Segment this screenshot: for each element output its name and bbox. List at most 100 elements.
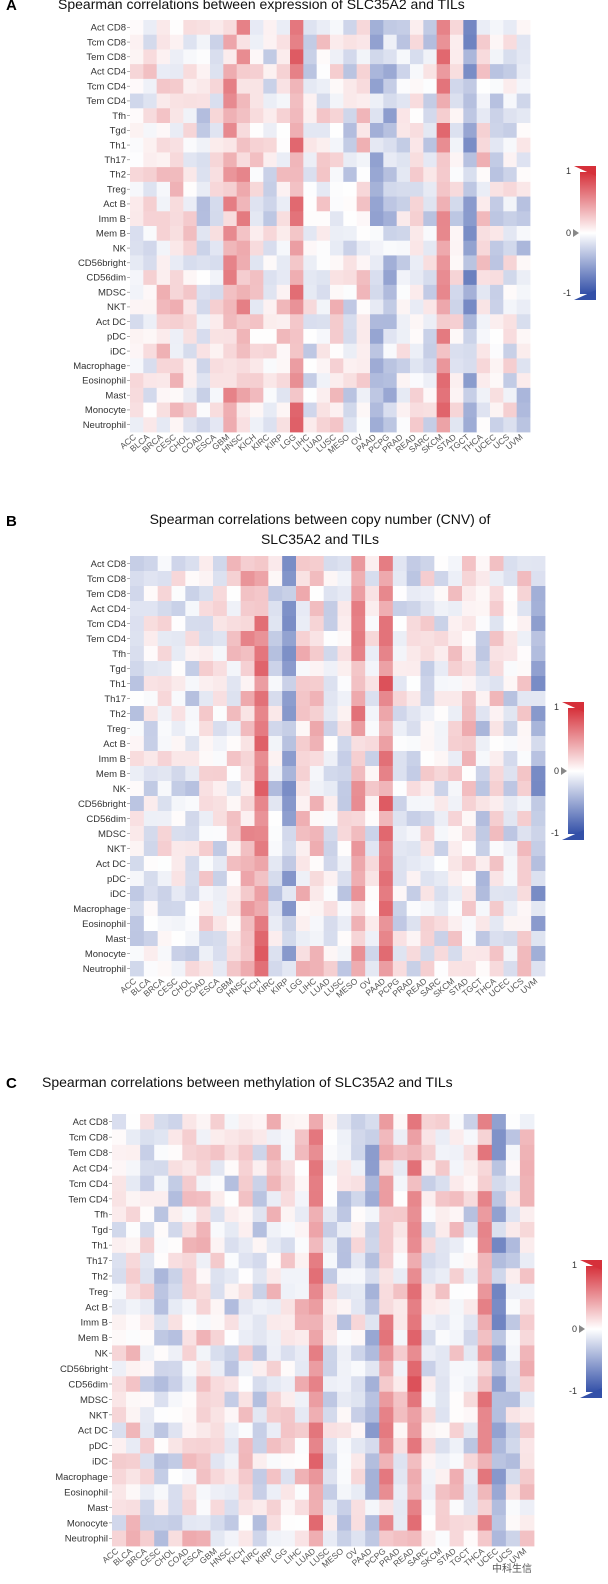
heatmap-cell xyxy=(379,796,394,812)
heatmap-cell xyxy=(309,691,325,707)
heatmap-cell xyxy=(450,387,464,403)
heatmap-cell xyxy=(143,961,159,977)
heatmap-cell xyxy=(434,796,449,812)
heatmap-cell xyxy=(252,1314,268,1331)
heatmap-cell xyxy=(463,1499,479,1516)
heatmap-cell xyxy=(420,661,435,677)
heatmap-cell xyxy=(462,961,477,977)
heatmap-cell xyxy=(435,1515,450,1531)
heatmap-cell xyxy=(330,387,344,403)
heatmap-cell xyxy=(477,1222,493,1238)
heatmap-cell xyxy=(448,946,463,962)
heatmap-cell xyxy=(351,931,366,947)
heatmap-cell xyxy=(448,556,463,572)
heatmap-cell xyxy=(383,49,398,65)
heatmap-cell xyxy=(213,796,228,812)
heatmap-cell xyxy=(517,856,532,872)
heatmap-cell xyxy=(210,329,224,345)
heatmap-cell xyxy=(171,601,186,617)
heatmap-cell xyxy=(140,1438,155,1454)
heatmap-cell xyxy=(449,1407,465,1423)
heatmap-cell xyxy=(303,34,318,50)
heatmap-cell xyxy=(290,402,304,418)
heatmap-cell xyxy=(183,93,198,109)
heatmap-cell xyxy=(516,152,531,168)
heatmap-cell xyxy=(316,49,331,65)
heatmap-cell xyxy=(503,137,518,153)
heatmap-cell xyxy=(365,601,380,617)
heatmap-cell xyxy=(476,64,491,80)
heatmap-cell xyxy=(477,1191,493,1207)
row-label: Th17 xyxy=(104,155,126,166)
heatmap-cell xyxy=(276,314,291,330)
heatmap-cell xyxy=(450,329,464,345)
heatmap-cell xyxy=(236,240,251,256)
heatmap-cell xyxy=(308,1191,324,1207)
heatmap-cell xyxy=(365,916,380,932)
heatmap-cell xyxy=(323,646,338,662)
heatmap-cell xyxy=(182,1391,197,1408)
heatmap-cell xyxy=(210,1314,225,1331)
heatmap-cell xyxy=(316,78,331,94)
heatmap-cell xyxy=(323,721,338,737)
heatmap-cell xyxy=(213,556,228,572)
colorbar-max-cap xyxy=(562,702,584,712)
heatmap-cell xyxy=(183,137,198,153)
row-label: MDSC xyxy=(98,288,126,299)
heatmap-cell xyxy=(406,961,421,977)
heatmap-cell xyxy=(268,661,283,677)
heatmap-cell xyxy=(182,1484,197,1501)
heatmap-cell xyxy=(238,1515,254,1531)
heatmap-cell xyxy=(379,661,394,677)
heatmap-cell xyxy=(183,108,198,124)
heatmap-cell xyxy=(365,1191,380,1207)
heatmap-cell xyxy=(290,417,304,433)
heatmap-cell xyxy=(254,961,269,977)
heatmap-cell xyxy=(463,226,478,242)
heatmap-cell xyxy=(126,1345,141,1362)
heatmap-cell xyxy=(531,781,546,797)
heatmap-cell xyxy=(170,226,184,242)
heatmap-cell xyxy=(393,1222,408,1238)
row-label: Tgd xyxy=(92,1225,108,1236)
heatmap-cell xyxy=(143,108,158,124)
heatmap-cell xyxy=(435,1299,450,1315)
heatmap-cell xyxy=(171,631,186,647)
heatmap-cell xyxy=(421,1422,436,1439)
heatmap-cell xyxy=(463,152,478,168)
heatmap-cell xyxy=(276,64,291,80)
heatmap-cell xyxy=(323,1468,338,1485)
heatmap-cell xyxy=(276,152,291,168)
heatmap-cell xyxy=(490,93,504,109)
heatmap-cell xyxy=(143,181,158,197)
heatmap-cell xyxy=(143,676,159,692)
heatmap-cell xyxy=(337,781,352,797)
heatmap-cell xyxy=(168,1345,183,1362)
row-label: pDC xyxy=(107,874,126,885)
heatmap-cell xyxy=(490,49,504,65)
heatmap-cell xyxy=(309,931,325,947)
heatmap-cell xyxy=(266,1515,282,1531)
heatmap-cell xyxy=(171,721,186,737)
heatmap-cell xyxy=(250,402,264,418)
heatmap-cell xyxy=(240,826,255,842)
heatmap-cell xyxy=(168,1160,183,1177)
heatmap-cell xyxy=(268,571,283,587)
heatmap-cell xyxy=(185,901,200,917)
heatmap-cell xyxy=(296,901,311,917)
heatmap-cell xyxy=(337,871,352,887)
heatmap-cell xyxy=(282,706,297,722)
heatmap-cell xyxy=(183,255,198,271)
heatmap-cell xyxy=(254,886,269,902)
heatmap-cell xyxy=(503,343,518,359)
heatmap-cell xyxy=(268,616,283,632)
heatmap-cell xyxy=(449,1438,465,1454)
heatmap-cell xyxy=(213,571,228,587)
heatmap-cell xyxy=(238,1191,254,1207)
heatmap-cell xyxy=(392,616,408,632)
heatmap-cell xyxy=(449,1191,465,1207)
heatmap-cell xyxy=(490,373,504,389)
heatmap-cell xyxy=(365,1114,380,1130)
heatmap-cell xyxy=(143,586,159,602)
heatmap-cell xyxy=(410,181,424,197)
